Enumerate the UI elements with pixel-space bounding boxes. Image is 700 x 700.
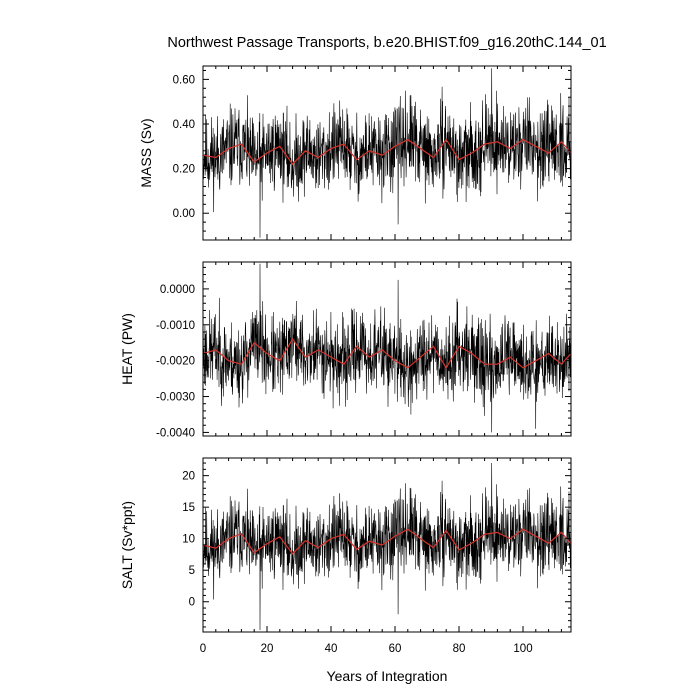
monthly-series-line: [203, 462, 571, 631]
x-tick-label: 0: [200, 643, 206, 655]
x-tick-label: 60: [389, 643, 402, 655]
x-axis-label: Years of Integration: [327, 668, 448, 684]
y-tick-label: -0.0040: [156, 427, 195, 439]
smoothed-series-line: [203, 138, 571, 166]
panel-mass: 0.00 0.20 0.40 0.60 MASS (Sv): [138, 65, 572, 241]
y-tick-label: 15: [182, 502, 195, 514]
y-tick-label: 0.0000: [160, 284, 195, 296]
monthly-series-line: [203, 263, 571, 433]
plot-frame: [202, 65, 572, 241]
smoothed-series-line: [203, 528, 571, 555]
smoothed-series-line: [203, 338, 571, 369]
y-tick-label: 0: [189, 597, 195, 609]
y-tick-label: -0.0030: [156, 392, 195, 404]
y-axis-label: MASS (Sv): [138, 118, 154, 187]
y-axis-label: SALT (Sv*ppt): [119, 501, 135, 589]
monthly-series-line: [203, 68, 571, 238]
x-tick-label: 100: [513, 643, 532, 655]
y-tick-label: 10: [182, 534, 195, 546]
plot-frame: [202, 261, 572, 437]
y-tick-label: 0.60: [173, 74, 195, 86]
y-tick-label: 5: [189, 565, 195, 577]
y-tick-label: 0.00: [173, 208, 195, 220]
chart-title: Northwest Passage Transports, b.e20.BHIS…: [167, 35, 606, 51]
y-tick-label: 0.40: [173, 119, 195, 131]
y-tick-label: 0.20: [173, 164, 195, 176]
y-axis-label: HEAT (PW): [119, 313, 135, 385]
x-tick-label: 40: [325, 643, 338, 655]
y-tick-label: 20: [182, 471, 195, 483]
x-tick-label: 80: [453, 643, 466, 655]
y-tick-label: -0.0010: [156, 320, 195, 332]
x-tick-label: 20: [261, 643, 274, 655]
y-tick-label: -0.0020: [156, 356, 195, 368]
panel-heat: -0.0040 -0.0030 -0.0020 -0.0010 0.0000 HEAT (…: [119, 261, 572, 439]
panel-salt: 0 5 10 15 20 0 20 40 60 80 100 SALT (Sv*ppt): [119, 457, 572, 655]
